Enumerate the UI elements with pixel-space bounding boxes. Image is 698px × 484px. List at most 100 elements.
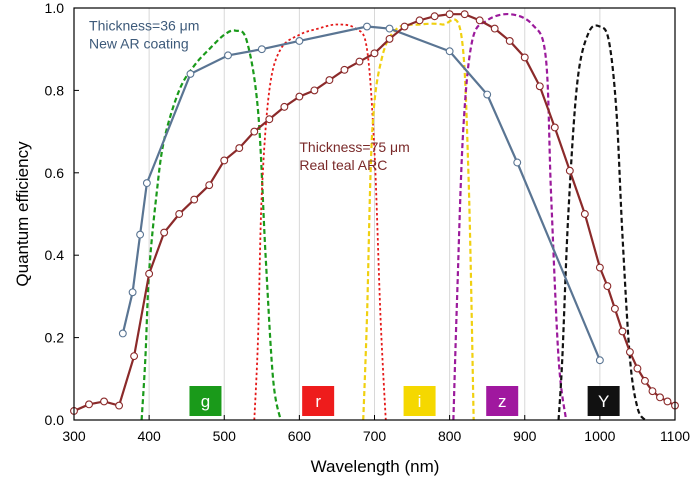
qe-series-1-point (460, 10, 469, 19)
filter-badge-label: z (498, 392, 507, 411)
qe-series-1-point (656, 393, 664, 402)
y-ticks: 0.0 0.2 0.4 0.6 0.8 1.0 (45, 0, 79, 428)
qe-series-0-point (385, 24, 394, 33)
filter-curve-z (452, 12, 568, 421)
y-tick-label: 0.6 (45, 165, 65, 181)
y-tick-label: 1.0 (45, 0, 65, 16)
qe-series-1-point (415, 16, 424, 25)
qe-series-1-point (355, 57, 364, 66)
qe-series-1-point (280, 102, 289, 111)
x-tick-label: 600 (288, 428, 312, 444)
qe-series-1-point (663, 397, 672, 406)
qe-series-1-point (595, 263, 604, 272)
filter-badge-g (189, 386, 222, 416)
qe-series-0-line (121, 25, 601, 361)
x-axis-label: Wavelength (nm) (311, 457, 440, 476)
qe-series-1-point (340, 65, 349, 74)
qe-series-1-point (130, 352, 139, 361)
qe-series-0-point (142, 179, 151, 188)
qe-series-1-point (490, 24, 499, 33)
y-axis-label: Quantum efficiency (13, 141, 32, 287)
qe-series-1-point (580, 210, 589, 218)
qe-series-1-point (325, 76, 334, 85)
x-tick-label: 300 (62, 428, 86, 444)
y-tick-label: 0.0 (45, 412, 65, 428)
qe-series-1-point (505, 37, 514, 45)
qe-series-0-point (224, 51, 232, 60)
qe-series-1-point (265, 115, 274, 124)
filter-badge-r (302, 386, 335, 416)
qe-series-1-point (610, 304, 619, 313)
filter-curve-r (253, 23, 387, 421)
x-tick-label: 1100 (660, 428, 690, 444)
qe-series-1-point (310, 86, 319, 95)
y-tick-label: 0.4 (45, 247, 65, 263)
x-tick-label: 900 (513, 428, 537, 444)
qe-series-0-point (483, 90, 492, 99)
annotation-line: Thickness=36 μm (89, 18, 199, 34)
qe-series-1-point (145, 269, 154, 278)
y-tick-label: 0.8 (45, 82, 65, 98)
qe-series-1-point (565, 166, 574, 175)
filter-badge-label: i (418, 392, 422, 411)
qe-series-1-point (648, 387, 657, 396)
x-tick-label: 800 (438, 428, 462, 444)
annotation-line: Real teal ARC (299, 157, 387, 173)
qe-series-1-point (475, 16, 484, 25)
qe-series-1-point (115, 401, 124, 410)
qe-series-0-point (363, 22, 371, 31)
grid-lines (148, 8, 601, 420)
filter-badge-label: g (201, 392, 210, 411)
qe-series-0-point (257, 45, 266, 54)
annotation-line: Thickness=75 μm (299, 139, 409, 155)
qe-series-1-point (633, 364, 642, 373)
qe-series-1-point (385, 34, 394, 43)
qe-series-1-line (73, 13, 676, 412)
qe-series-1-point (100, 397, 109, 406)
qe-series-0-point (595, 356, 604, 365)
qe-series-1-point (160, 228, 169, 237)
qe-series-1-point (205, 181, 214, 190)
x-tick-label: 700 (363, 428, 387, 444)
qe-series-1-point (295, 92, 304, 101)
qe-series-0-point (295, 37, 304, 45)
filter-curves (140, 12, 646, 421)
filter-badge-i (403, 386, 436, 416)
qe-series-1-point (445, 10, 454, 19)
qe-series-0-point (186, 69, 195, 78)
qe-series-1-point (190, 195, 199, 204)
filter-badge-z (486, 386, 519, 416)
qe-series-1-point (520, 53, 529, 62)
annotation-line: New AR coating (89, 36, 189, 52)
qe-series-1-point (535, 82, 544, 91)
qe-series-1-point (235, 144, 244, 153)
qe-series-1-point (430, 12, 439, 21)
qe-series-1-point (250, 127, 259, 136)
qe-series-1-point (550, 123, 559, 132)
qe-series-1-point (175, 210, 184, 218)
qe-series-1-point (618, 327, 627, 336)
x-tick-label: 1000 (584, 428, 615, 444)
qe-series (70, 10, 679, 415)
filter-badge-Y (587, 386, 620, 416)
qe-series-0-point (445, 47, 454, 56)
qe-series-0-point (513, 158, 522, 167)
x-tick-label: 500 (213, 428, 237, 444)
filter-badge-label: r (315, 392, 321, 411)
qe-series-1-point (625, 348, 634, 356)
qe-series-0-point (136, 230, 145, 239)
qe-series-0-point (118, 329, 127, 338)
filter-curve-i (362, 18, 475, 421)
x-tick-label: 400 (137, 428, 161, 444)
y-tick-label: 0.2 (45, 330, 65, 346)
x-ticks: 300 400 500 600 700 800 900 1000 1100 (62, 415, 690, 444)
filter-curve-g (140, 29, 282, 421)
qe-series-1-point (640, 376, 649, 385)
filter-badge-label: Y (598, 392, 609, 411)
annotations: Thickness=36 μm New AR coating Thickness=7… (89, 18, 410, 174)
qe-series-0-point (128, 288, 137, 297)
qe-series-1-point (603, 282, 612, 291)
qe-series-1-point (370, 49, 379, 58)
